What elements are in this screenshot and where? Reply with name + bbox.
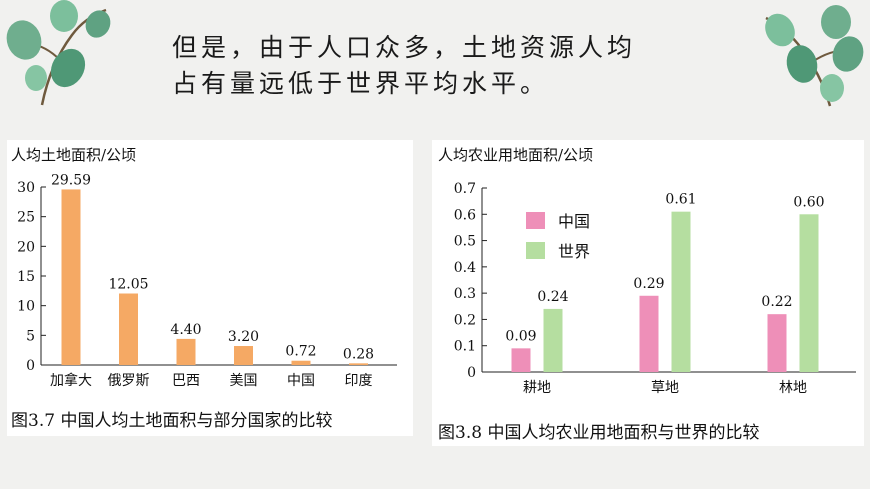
y-tick-label: 0.3 <box>454 286 476 302</box>
data-label: 29.59 <box>51 172 91 188</box>
heading-line-1: 但是，由于人口众多，土地资源人均 <box>172 33 637 62</box>
x-tick-label: 中国 <box>287 373 315 389</box>
x-tick-label: 草地 <box>651 380 679 396</box>
x-tick-label: 耕地 <box>523 379 551 396</box>
chart-title: 人均土地面积/公顷 <box>11 146 137 164</box>
eucalyptus-leaf-icon <box>765 5 864 107</box>
x-tick-label: 巴西 <box>172 373 200 389</box>
y-tick-label: 0.2 <box>454 312 476 328</box>
x-tick-label: 俄罗斯 <box>108 373 150 389</box>
x-tick-label: 印度 <box>345 373 373 389</box>
data-label: 0.61 <box>665 192 696 208</box>
legend-label: 中国 <box>558 212 590 231</box>
data-label: 0.72 <box>285 344 316 360</box>
y-tick-label: 0.5 <box>454 234 476 250</box>
agri-land-per-capita-chart: 人均农业用地面积/公顷 0 0.1 0.2 0.3 0.4 0.5 0.6 0.7 0.09 0.… <box>432 140 864 446</box>
bar-chart-land: 0 5 10 15 20 25 30 29.59 加拿大 12.05 俄罗斯 4.40 巴西 3.20 美国… <box>17 172 397 389</box>
y-tick-label: 0.7 <box>454 181 476 197</box>
page-heading: 但是，由于人口众多，土地资源人均 占有量远低于世界平均水平。 <box>172 30 636 102</box>
y-tick-label: 5 <box>26 328 35 344</box>
data-label: 0.28 <box>343 346 374 362</box>
y-tick-label: 0.4 <box>454 260 476 276</box>
grouped-bar-chart-agri: 0 0.1 0.2 0.3 0.4 0.5 0.6 0.7 0.09 0.24 耕地 0.29 0.61… <box>454 181 856 396</box>
y-tick-label: 0 <box>467 365 476 381</box>
y-tick-label: 10 <box>17 299 35 315</box>
bar <box>61 189 81 365</box>
bar <box>543 308 563 372</box>
y-tick-label: 15 <box>17 269 35 285</box>
legend-swatch <box>526 212 545 229</box>
x-tick-label: 美国 <box>230 373 258 389</box>
bar <box>639 295 659 372</box>
bar <box>176 338 196 365</box>
bar <box>291 360 311 365</box>
bar <box>119 293 138 365</box>
eucalyptus-leaf-icon <box>6 0 111 106</box>
bar <box>799 214 819 372</box>
chart-title: 人均农业用地面积/公顷 <box>438 146 594 164</box>
y-tick-label: 0.1 <box>454 339 476 355</box>
data-label: 12.05 <box>108 277 148 293</box>
bar <box>234 346 253 365</box>
legend-label: 世界 <box>558 242 590 261</box>
data-label: 0.60 <box>793 194 824 210</box>
legend-swatch <box>526 242 545 259</box>
bar <box>511 348 531 372</box>
y-tick-label: 20 <box>17 239 35 255</box>
data-label: 0.29 <box>633 276 664 292</box>
bar <box>671 211 691 372</box>
y-tick-label: 0 <box>26 358 35 374</box>
data-label: 3.20 <box>228 329 259 345</box>
bar <box>767 314 787 372</box>
bar <box>349 363 368 365</box>
heading-line-2: 占有量远低于世界平均水平。 <box>172 69 550 98</box>
y-tick-label: 25 <box>17 210 35 226</box>
data-label: 0.09 <box>505 328 536 344</box>
land-per-capita-chart: 人均土地面积/公顷 0 5 10 15 20 25 30 29.59 加拿大 12.05 俄罗斯 4.… <box>7 140 413 436</box>
y-tick-label: 30 <box>17 180 35 196</box>
y-tick-label: 0.6 <box>454 207 476 223</box>
x-tick-label: 林地 <box>779 380 807 396</box>
x-tick-label: 加拿大 <box>50 372 92 389</box>
data-label: 0.24 <box>537 289 568 305</box>
chart-caption: 图3.8 中国人均农业用地面积与世界的比较 <box>438 423 760 443</box>
chart-caption: 图3.7 中国人均土地面积与部分国家的比较 <box>11 411 333 431</box>
data-label: 0.22 <box>761 294 792 310</box>
data-label: 4.40 <box>170 322 201 338</box>
